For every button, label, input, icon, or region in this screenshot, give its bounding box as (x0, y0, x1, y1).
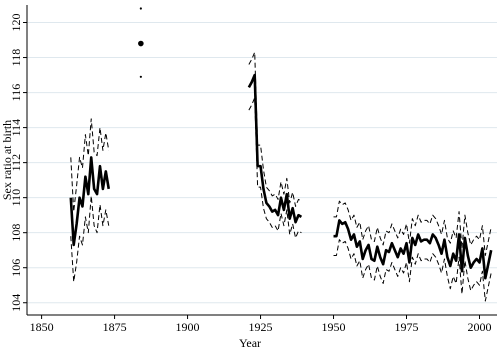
y-tick-label: 106 (9, 259, 23, 277)
y-tick-label: 104 (9, 294, 23, 312)
x-tick-label: 1875 (103, 320, 127, 334)
x-tick-label: 1900 (176, 320, 200, 334)
point (139, 75, 142, 78)
x-axis-label: Year (239, 336, 261, 350)
point (138, 40, 144, 47)
x-tick-label: 1975 (395, 320, 419, 334)
estimate-line (69, 156, 111, 247)
y-tick-label: 108 (9, 224, 23, 242)
x-tick-label: 1950 (322, 320, 346, 334)
confidence-bound (70, 118, 110, 213)
x-tick-label: 1925 (249, 320, 273, 334)
confidence-bound (333, 239, 492, 302)
point (139, 7, 142, 10)
x-tick-label: 1850 (30, 320, 54, 334)
confidence-bound (70, 195, 110, 283)
confidence-bound (333, 200, 492, 256)
estimate-line (247, 73, 303, 224)
y-axis-label: Sex ratio at birth (0, 120, 14, 200)
y-tick-label: 110 (9, 189, 23, 207)
y-tick-label: 112 (9, 154, 23, 172)
estimate-line (333, 219, 493, 280)
y-tick-label: 118 (9, 49, 23, 67)
confidence-bound (248, 51, 302, 207)
y-tick-label: 114 (9, 119, 23, 137)
x-tick-label: 2000 (467, 320, 491, 334)
y-tick-label: 120 (9, 14, 23, 32)
y-tick-label: 116 (9, 84, 23, 102)
